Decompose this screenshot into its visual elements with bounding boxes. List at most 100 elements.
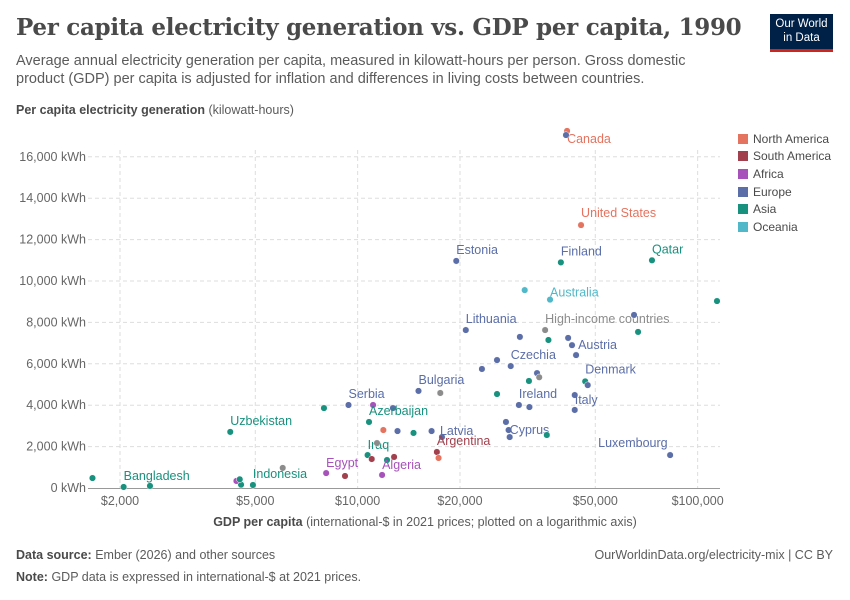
point-label: Qatar: [652, 242, 683, 256]
point-label: Austria: [578, 338, 617, 352]
legend-label: South America: [753, 149, 832, 164]
source-label: Data source:: [16, 548, 92, 562]
note: Note: GDP data is expressed in internati…: [16, 570, 361, 584]
y-axis-label: Per capita electricity generation (kilow…: [16, 103, 294, 117]
point-label: Bangladesh: [124, 469, 190, 483]
x-tick-label: $100,000: [672, 494, 724, 508]
owid-logo[interactable]: Our World in Data: [770, 14, 833, 52]
data-point: [369, 401, 377, 409]
point-label: Luxembourg: [598, 436, 668, 450]
y-tick-label: 8,000 kWh: [26, 315, 86, 329]
source-text: Ember (2026) and other sources: [95, 548, 276, 562]
data-point: [572, 351, 580, 359]
data-point: [493, 356, 501, 364]
legend-swatch: [738, 168, 748, 179]
note-text: GDP data is expressed in international-$…: [51, 570, 362, 584]
data-point: [409, 429, 418, 437]
point-label: Argentina: [437, 434, 491, 448]
point-label: Serbia: [349, 387, 385, 401]
source-url[interactable]: OurWorldinData.org/electricity-mix | CC …: [594, 548, 834, 562]
legend-label: Europe: [753, 184, 792, 199]
data-point: [120, 483, 128, 491]
data-point: [630, 311, 638, 319]
data-point: [368, 455, 376, 463]
data-point: [383, 456, 391, 464]
data-point: [525, 403, 533, 411]
data-point: [541, 326, 549, 334]
y-tick-label: 6,000 kWh: [26, 357, 86, 371]
data-point: [226, 428, 234, 436]
point-label: Indonesia: [253, 467, 307, 481]
data-point: [648, 256, 656, 264]
data-point: [344, 401, 353, 409]
y-axis-label-unit: (kilowatt-hours): [208, 103, 294, 117]
data-point: [236, 475, 244, 483]
y-tick-label: 4,000 kWh: [26, 398, 86, 412]
point-label: Finland: [561, 244, 602, 258]
point-label: Estonia: [456, 243, 498, 257]
point-label: Latvia: [440, 424, 473, 438]
data-point: [507, 362, 515, 370]
legend-item[interactable]: Oceania: [738, 218, 831, 236]
legend-item[interactable]: North America: [738, 130, 831, 148]
x-tick-label: $5,000: [236, 494, 274, 508]
data-point: [564, 334, 572, 342]
y-tick-label: 10,000 kWh: [19, 274, 86, 288]
data-point: [389, 404, 397, 412]
legend-label: Africa: [753, 166, 784, 181]
data-point: [393, 427, 402, 435]
x-tick-label: $10,000: [335, 494, 380, 508]
data-point: [568, 341, 576, 349]
legend-item[interactable]: Asia: [738, 200, 831, 218]
data-point: [435, 454, 443, 462]
point-label: Egypt: [326, 456, 358, 470]
y-tick-label: 14,000 kWh: [19, 191, 86, 205]
point-label: Cyprus: [510, 423, 550, 437]
legend-item[interactable]: Africa: [738, 165, 831, 183]
legend-item[interactable]: South America: [738, 148, 831, 166]
legend-label: Oceania: [753, 219, 798, 234]
data-point: [543, 431, 551, 439]
note-label: Note:: [16, 570, 48, 584]
data-point: [544, 336, 552, 344]
data-point: [436, 389, 444, 397]
data-point: [506, 433, 514, 441]
y-tick-label: 16,000 kWh: [19, 150, 86, 164]
chart-title: Per capita electricity generation vs. GD…: [16, 14, 742, 41]
data-point: [249, 481, 257, 489]
x-tick-label: $50,000: [573, 494, 618, 508]
data-point: [88, 474, 97, 482]
legend-swatch: [738, 151, 748, 162]
legend-swatch: [738, 204, 748, 215]
data-point: [546, 296, 554, 304]
point-label: Lithuania: [466, 312, 517, 326]
data-point: [584, 381, 592, 389]
data-point: [515, 401, 523, 409]
legend-item[interactable]: Europe: [738, 183, 831, 201]
data-point: [433, 448, 441, 456]
data-point: [146, 482, 154, 490]
data-source: Data source: Ember (2026) and other sour…: [16, 548, 275, 562]
point-label: Australia: [550, 286, 599, 300]
legend-label: Asia: [753, 202, 777, 217]
y-tick-label: 0 kWh: [51, 481, 86, 495]
point-label: Azerbaijan: [369, 404, 428, 418]
data-point: [462, 326, 470, 334]
data-point: [562, 131, 570, 139]
point-label: Ireland: [519, 387, 557, 401]
data-point: [320, 404, 328, 412]
legend-label: North America: [753, 131, 830, 146]
data-point: [502, 418, 510, 426]
data-point: [634, 328, 642, 336]
data-point: [379, 426, 387, 434]
x-axis-label-unit: (international-$ in 2021 prices; plotted…: [306, 515, 637, 529]
data-point: [521, 286, 529, 294]
data-point: [452, 257, 460, 265]
data-point: [666, 451, 674, 459]
data-point: [516, 333, 524, 341]
data-point: [373, 439, 381, 447]
legend-swatch: [738, 221, 748, 232]
data-point: [535, 373, 543, 381]
